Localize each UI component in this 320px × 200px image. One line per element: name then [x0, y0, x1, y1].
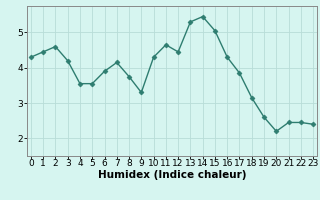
- X-axis label: Humidex (Indice chaleur): Humidex (Indice chaleur): [98, 170, 246, 180]
